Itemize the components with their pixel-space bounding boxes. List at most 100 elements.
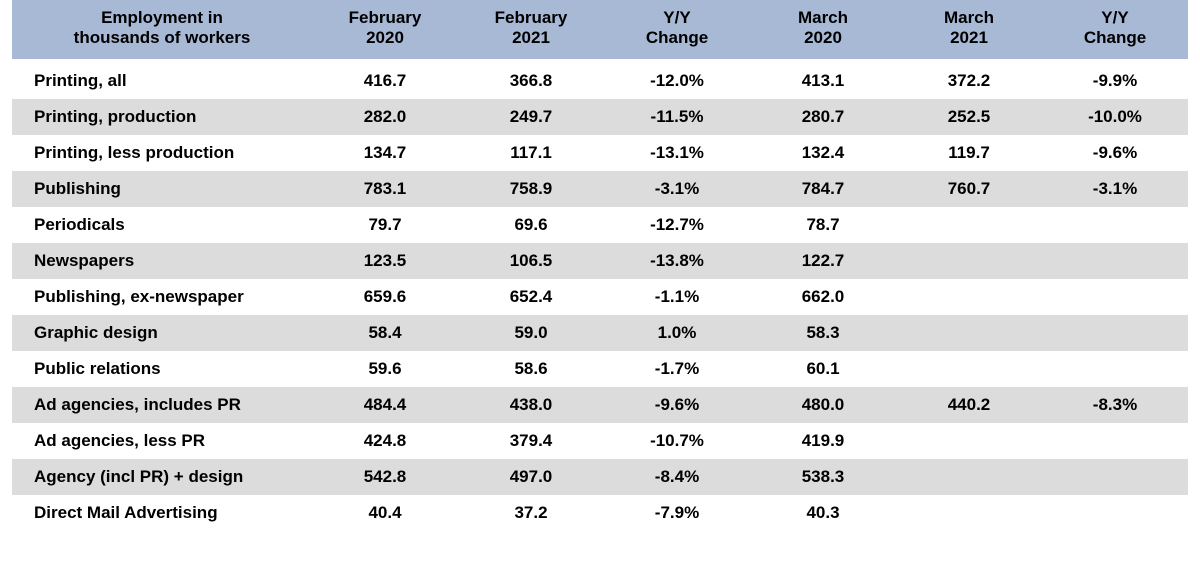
cell-feb2020: 542.8 xyxy=(312,459,458,495)
cell-feb2021: 106.5 xyxy=(458,243,604,279)
cell-yy_feb: -12.0% xyxy=(604,61,750,99)
cell-feb2020: 40.4 xyxy=(312,495,458,531)
cell-feb2021: 438.0 xyxy=(458,387,604,423)
cell-mar2020: 132.4 xyxy=(750,135,896,171)
cell-feb2021: 69.6 xyxy=(458,207,604,243)
cell-mar2020: 122.7 xyxy=(750,243,896,279)
cell-mar2021 xyxy=(896,279,1042,315)
cell-feb2020: 484.4 xyxy=(312,387,458,423)
cell-yy_feb: -11.5% xyxy=(604,99,750,135)
col-header-line2: Change xyxy=(1084,28,1146,47)
cell-yy_feb: -13.1% xyxy=(604,135,750,171)
cell-yy_mar: -3.1% xyxy=(1042,171,1188,207)
cell-mar2020: 413.1 xyxy=(750,61,896,99)
row-label: Public relations xyxy=(12,351,312,387)
table-row: Graphic design58.459.01.0%58.3 xyxy=(12,315,1188,351)
table-row: Publishing, ex-newspaper659.6652.4-1.1%6… xyxy=(12,279,1188,315)
cell-feb2020: 134.7 xyxy=(312,135,458,171)
cell-yy_mar xyxy=(1042,279,1188,315)
cell-mar2021 xyxy=(896,243,1042,279)
cell-yy_feb: -9.6% xyxy=(604,387,750,423)
cell-mar2021: 760.7 xyxy=(896,171,1042,207)
cell-yy_feb: -1.7% xyxy=(604,351,750,387)
cell-mar2020: 60.1 xyxy=(750,351,896,387)
col-header-feb2021: February 2021 xyxy=(458,0,604,61)
row-label: Printing, less production xyxy=(12,135,312,171)
cell-feb2021: 117.1 xyxy=(458,135,604,171)
row-label: Ad agencies, includes PR xyxy=(12,387,312,423)
cell-yy_mar xyxy=(1042,243,1188,279)
row-label: Periodicals xyxy=(12,207,312,243)
col-header-line2: thousands of workers xyxy=(74,28,251,47)
cell-mar2020: 40.3 xyxy=(750,495,896,531)
col-header-line1: February xyxy=(349,8,422,27)
row-label: Ad agencies, less PR xyxy=(12,423,312,459)
cell-mar2021: 372.2 xyxy=(896,61,1042,99)
col-header-yy-feb: Y/Y Change xyxy=(604,0,750,61)
row-label: Publishing xyxy=(12,171,312,207)
table-container: Employment in thousands of workers Febru… xyxy=(0,0,1200,531)
cell-feb2020: 416.7 xyxy=(312,61,458,99)
table-row: Printing, less production134.7117.1-13.1… xyxy=(12,135,1188,171)
cell-yy_mar xyxy=(1042,423,1188,459)
table-header-row: Employment in thousands of workers Febru… xyxy=(12,0,1188,61)
cell-yy_feb: 1.0% xyxy=(604,315,750,351)
cell-mar2020: 78.7 xyxy=(750,207,896,243)
cell-yy_mar xyxy=(1042,495,1188,531)
table-body: Printing, all416.7366.8-12.0%413.1372.2-… xyxy=(12,61,1188,531)
cell-yy_mar xyxy=(1042,459,1188,495)
cell-yy_mar: -8.3% xyxy=(1042,387,1188,423)
col-header-line1: March xyxy=(944,8,994,27)
cell-yy_mar: -10.0% xyxy=(1042,99,1188,135)
cell-yy_feb: -8.4% xyxy=(604,459,750,495)
table-row: Printing, all416.7366.8-12.0%413.1372.2-… xyxy=(12,61,1188,99)
cell-mar2021 xyxy=(896,495,1042,531)
cell-mar2020: 480.0 xyxy=(750,387,896,423)
cell-mar2020: 784.7 xyxy=(750,171,896,207)
table-row: Agency (incl PR) + design542.8497.0-8.4%… xyxy=(12,459,1188,495)
table-header: Employment in thousands of workers Febru… xyxy=(12,0,1188,61)
col-header-yy-mar: Y/Y Change xyxy=(1042,0,1188,61)
cell-yy_feb: -3.1% xyxy=(604,171,750,207)
col-header-line1: Y/Y xyxy=(1101,8,1128,27)
row-label: Direct Mail Advertising xyxy=(12,495,312,531)
col-header-mar2020: March 2020 xyxy=(750,0,896,61)
cell-mar2021: 119.7 xyxy=(896,135,1042,171)
cell-yy_mar: -9.6% xyxy=(1042,135,1188,171)
employment-table: Employment in thousands of workers Febru… xyxy=(12,0,1188,531)
col-header-mar2021: March 2021 xyxy=(896,0,1042,61)
cell-feb2020: 79.7 xyxy=(312,207,458,243)
col-header-feb2020: February 2020 xyxy=(312,0,458,61)
col-header-line2: 2021 xyxy=(950,28,988,47)
table-row: Periodicals79.769.6-12.7%78.7 xyxy=(12,207,1188,243)
cell-feb2020: 59.6 xyxy=(312,351,458,387)
cell-mar2021 xyxy=(896,207,1042,243)
cell-mar2021 xyxy=(896,351,1042,387)
cell-feb2021: 366.8 xyxy=(458,61,604,99)
cell-feb2021: 758.9 xyxy=(458,171,604,207)
row-label: Printing, all xyxy=(12,61,312,99)
cell-mar2021: 252.5 xyxy=(896,99,1042,135)
cell-feb2020: 783.1 xyxy=(312,171,458,207)
cell-yy_feb: -7.9% xyxy=(604,495,750,531)
col-header-line1: March xyxy=(798,8,848,27)
cell-feb2020: 424.8 xyxy=(312,423,458,459)
cell-feb2021: 497.0 xyxy=(458,459,604,495)
cell-feb2020: 659.6 xyxy=(312,279,458,315)
row-label: Graphic design xyxy=(12,315,312,351)
col-header-line2: 2020 xyxy=(366,28,404,47)
table-row: Newspapers123.5106.5-13.8%122.7 xyxy=(12,243,1188,279)
cell-feb2020: 58.4 xyxy=(312,315,458,351)
table-row: Direct Mail Advertising40.437.2-7.9%40.3 xyxy=(12,495,1188,531)
cell-mar2020: 538.3 xyxy=(750,459,896,495)
cell-yy_feb: -1.1% xyxy=(604,279,750,315)
row-label: Publishing, ex-newspaper xyxy=(12,279,312,315)
col-header-category: Employment in thousands of workers xyxy=(12,0,312,61)
cell-feb2021: 652.4 xyxy=(458,279,604,315)
cell-mar2021 xyxy=(896,423,1042,459)
cell-mar2021 xyxy=(896,315,1042,351)
col-header-line1: Employment in xyxy=(101,8,223,27)
col-header-line2: Change xyxy=(646,28,708,47)
table-row: Public relations59.658.6-1.7%60.1 xyxy=(12,351,1188,387)
cell-feb2021: 59.0 xyxy=(458,315,604,351)
